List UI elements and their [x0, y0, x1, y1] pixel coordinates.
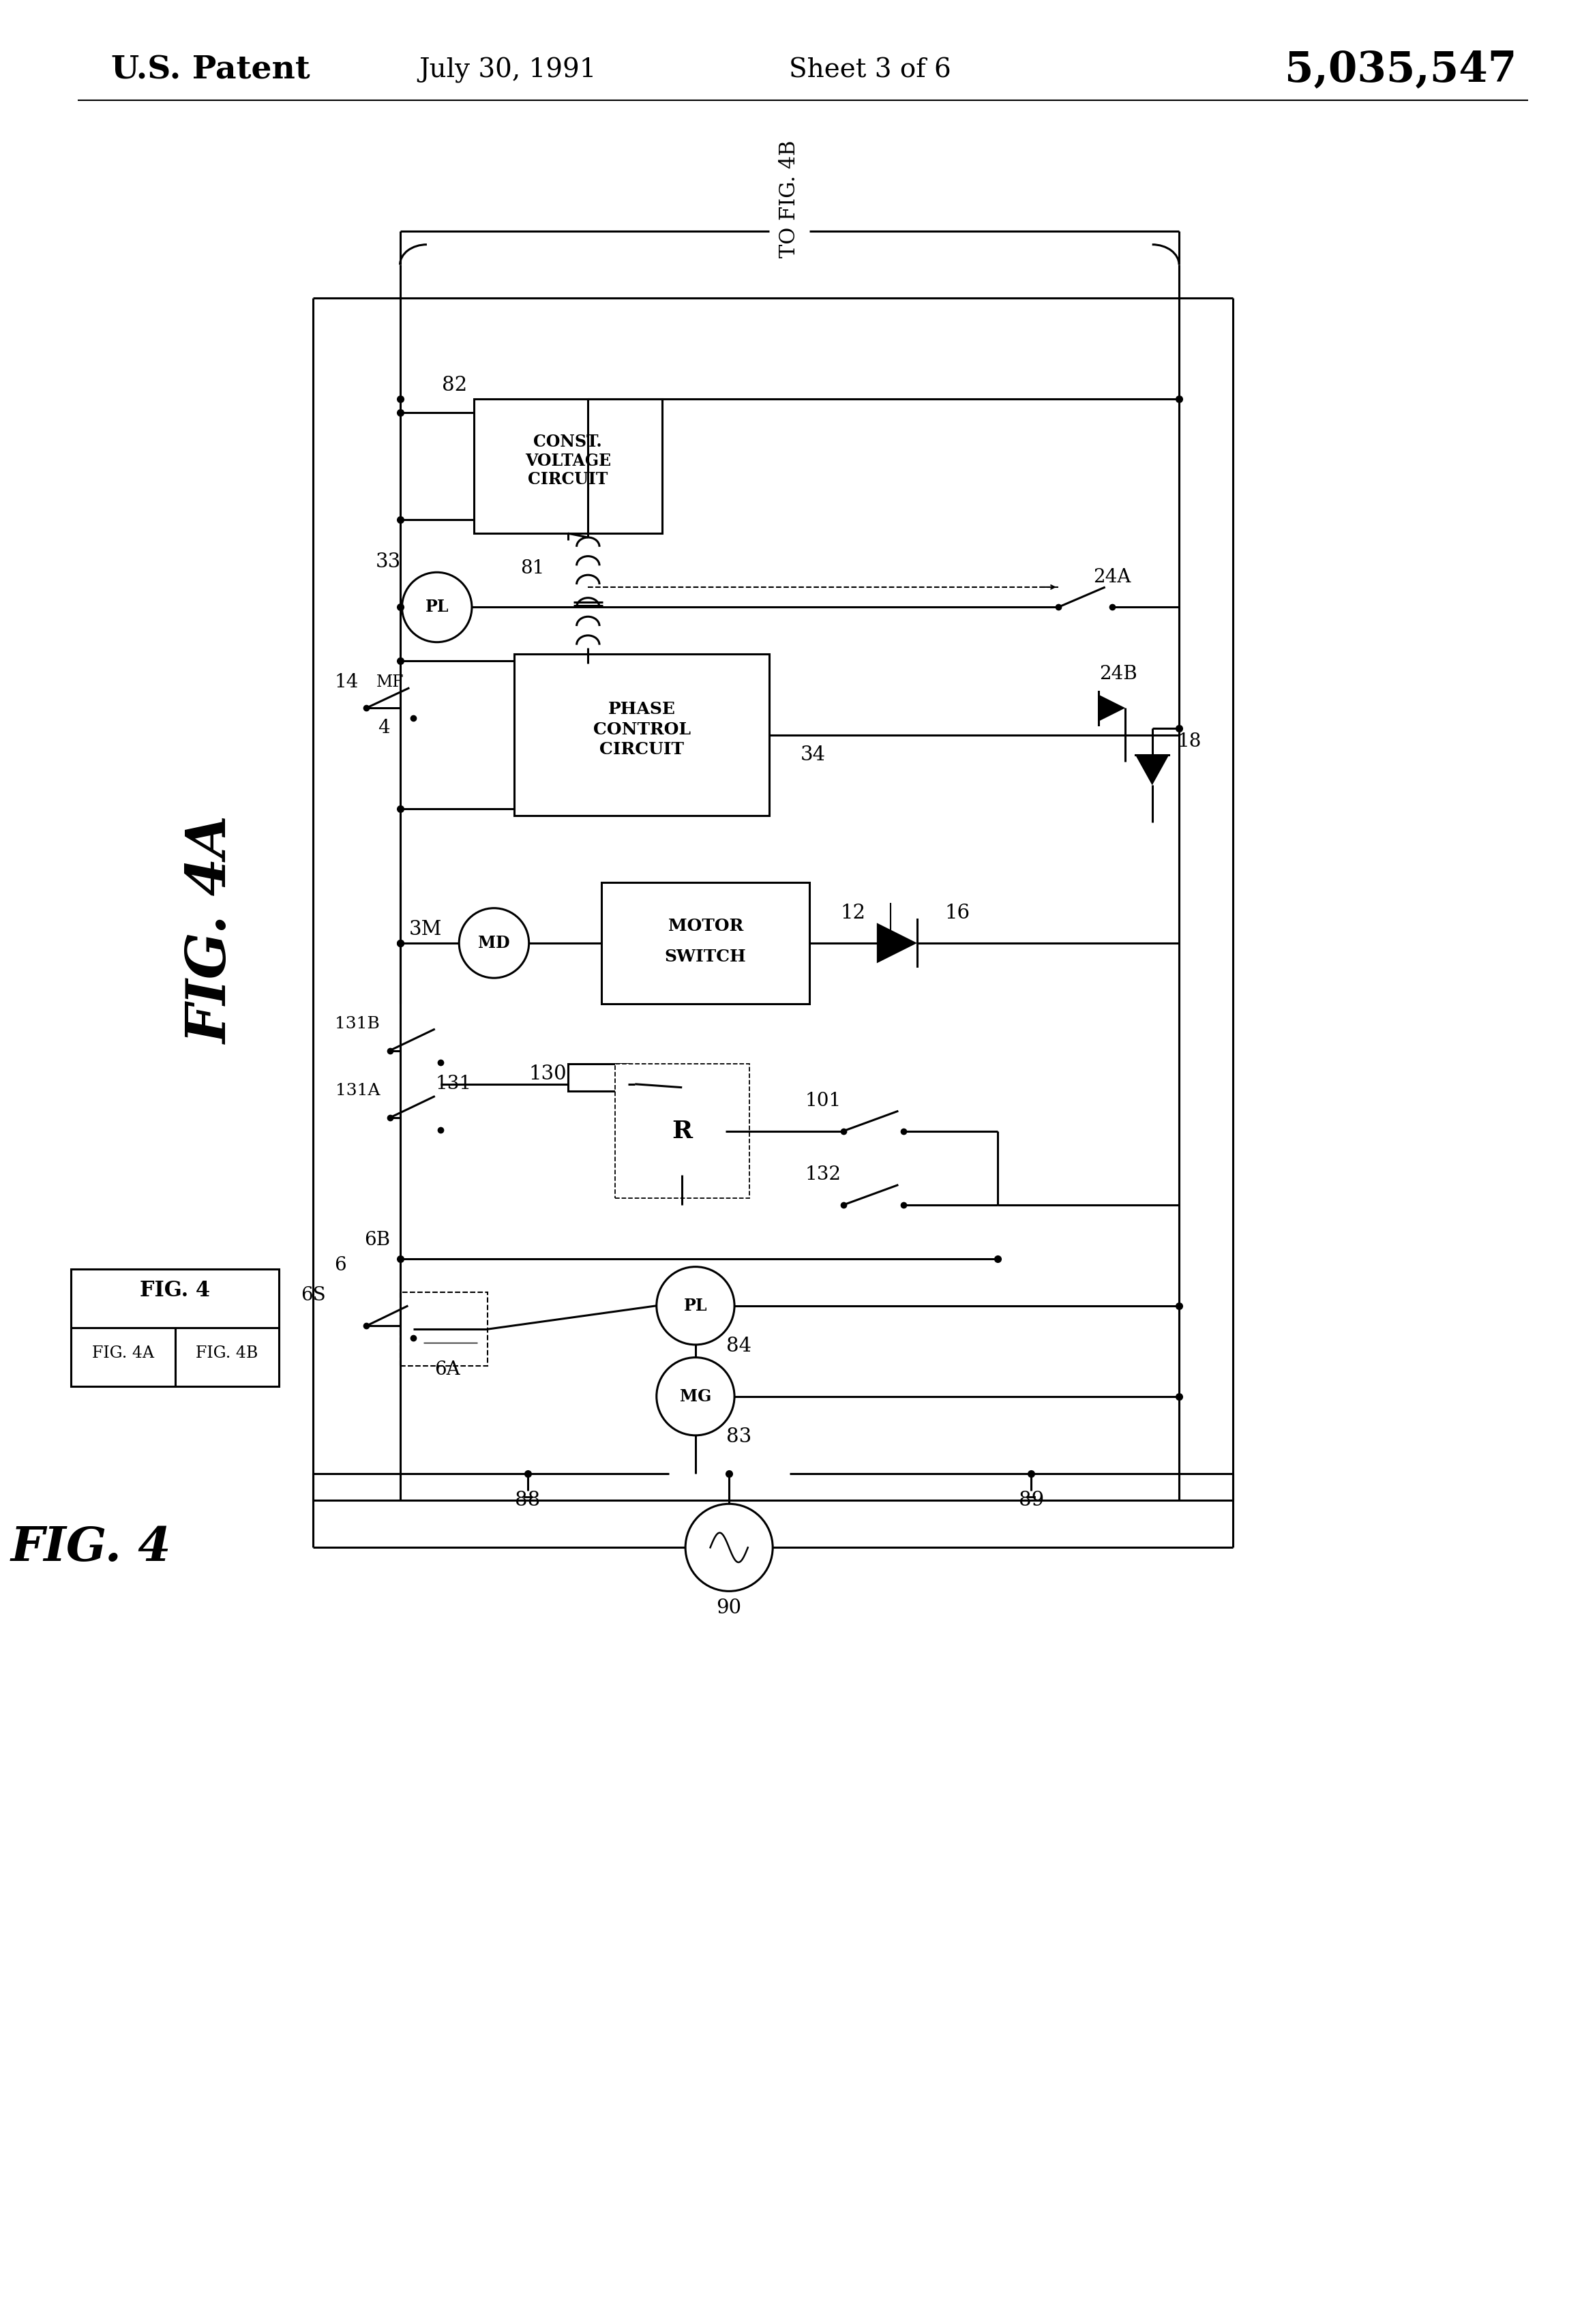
Text: 16: 16	[944, 904, 970, 923]
Text: July 30, 1991: July 30, 1991	[419, 58, 596, 84]
Text: 131B: 131B	[335, 1016, 380, 1032]
Text: 6A: 6A	[433, 1360, 460, 1378]
Circle shape	[402, 572, 471, 641]
Text: FIG. 4: FIG. 4	[139, 1281, 210, 1301]
Bar	[71, 1269, 278, 1387]
Text: 3M: 3M	[410, 920, 441, 939]
Text: MD: MD	[478, 934, 509, 951]
Text: 81: 81	[520, 560, 544, 576]
Text: 24A: 24A	[1093, 567, 1131, 586]
Text: FIG. 4: FIG. 4	[11, 1525, 171, 1571]
Circle shape	[639, 1088, 726, 1174]
Text: CIRCUIT: CIRCUIT	[600, 741, 683, 758]
Text: 90: 90	[717, 1599, 742, 1618]
Text: CONTROL: CONTROL	[593, 720, 690, 737]
Text: Sheet 3 of 6: Sheet 3 of 6	[789, 58, 951, 84]
Text: 82: 82	[441, 376, 467, 395]
Text: MG: MG	[680, 1387, 712, 1404]
Text: 88: 88	[514, 1492, 541, 1511]
Text: 6: 6	[334, 1257, 346, 1274]
Text: 18: 18	[1177, 732, 1201, 751]
Bar	[514, 655, 769, 816]
Text: 131: 131	[435, 1076, 471, 1092]
Text: 12: 12	[840, 904, 865, 923]
Text: 6B: 6B	[364, 1232, 389, 1248]
Text: 34: 34	[800, 746, 826, 765]
Text: MF: MF	[377, 674, 403, 690]
Bar	[615, 1064, 750, 1199]
Text: 84: 84	[726, 1336, 751, 1355]
Text: MOTOR: MOTOR	[668, 918, 744, 934]
Circle shape	[685, 1504, 772, 1592]
Text: TO FIG. 4B: TO FIG. 4B	[778, 139, 800, 258]
Polygon shape	[1136, 755, 1169, 786]
Circle shape	[657, 1357, 734, 1436]
Text: PHASE: PHASE	[607, 702, 676, 718]
Text: 101: 101	[805, 1092, 842, 1111]
Polygon shape	[876, 923, 918, 962]
Text: 89: 89	[1019, 1492, 1044, 1511]
Polygon shape	[1098, 695, 1125, 720]
Text: 6S: 6S	[301, 1287, 326, 1304]
Text: CONST.: CONST.	[533, 435, 603, 451]
Text: SWITCH: SWITCH	[664, 948, 747, 964]
Text: 83: 83	[726, 1427, 751, 1446]
Text: 132: 132	[805, 1167, 842, 1183]
Bar	[400, 1292, 487, 1367]
Bar	[475, 400, 661, 532]
Text: CIRCUIT: CIRCUIT	[528, 472, 607, 488]
Bar	[601, 883, 810, 1004]
Text: 4: 4	[378, 718, 389, 737]
Text: 24B: 24B	[1099, 665, 1137, 683]
Text: 5,035,547: 5,035,547	[1285, 49, 1517, 91]
Text: 131A: 131A	[335, 1083, 380, 1099]
Text: PL: PL	[683, 1297, 707, 1313]
Text: VOLTAGE: VOLTAGE	[525, 453, 611, 469]
Circle shape	[657, 1267, 734, 1346]
Text: FIG. 4A: FIG. 4A	[92, 1346, 153, 1362]
Text: U.S. Patent: U.S. Patent	[111, 53, 310, 86]
Circle shape	[459, 909, 528, 978]
Text: 33: 33	[377, 553, 402, 572]
Text: FIG. 4B: FIG. 4B	[196, 1346, 258, 1362]
Text: 130: 130	[528, 1064, 566, 1083]
Text: PL: PL	[426, 600, 449, 616]
Text: 14: 14	[334, 674, 359, 693]
Text: FIG. 4A: FIG. 4A	[185, 816, 239, 1043]
Bar	[568, 1064, 628, 1090]
Text: R: R	[672, 1120, 693, 1143]
